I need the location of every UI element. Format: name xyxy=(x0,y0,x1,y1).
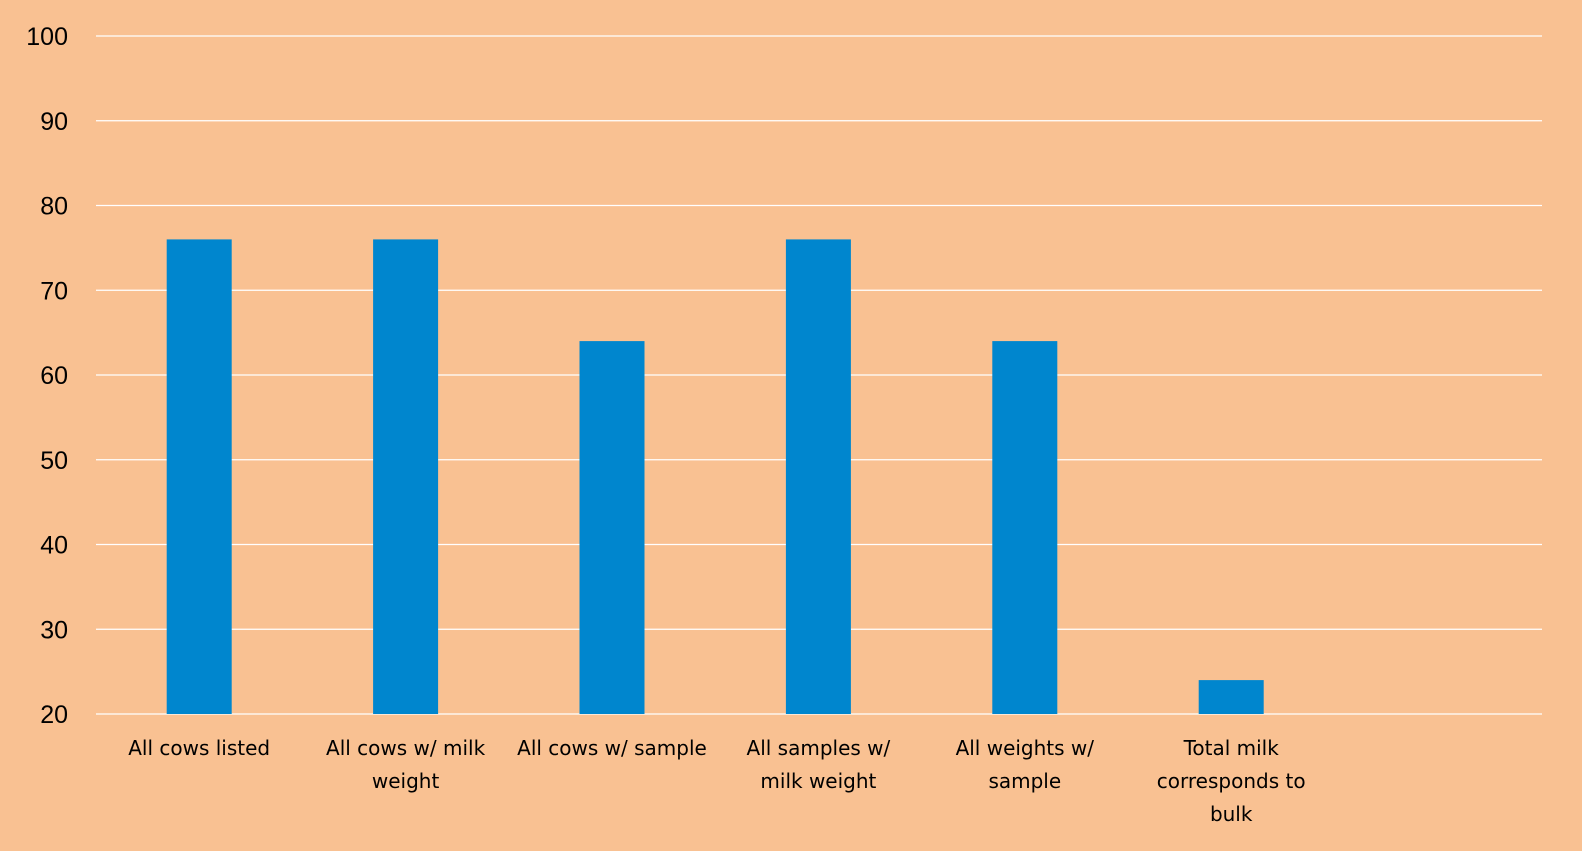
x-category-label-line: milk weight xyxy=(760,769,876,793)
y-axis-ticks: 20 30 40 50 60 70 80 90 100 xyxy=(26,23,68,729)
y-tick-label: 60 xyxy=(40,362,68,390)
x-category-label: All cows w/ milk weight xyxy=(326,736,486,793)
bar-4 xyxy=(785,239,851,714)
bar-1 xyxy=(166,239,232,714)
y-tick-label: 100 xyxy=(26,23,68,51)
x-category-label-line: sample xyxy=(988,769,1061,793)
y-tick-label: 30 xyxy=(40,616,68,644)
y-tick-label: 50 xyxy=(40,447,68,475)
x-category-label-line: bulk xyxy=(1210,802,1253,826)
x-category-label: All cows listed xyxy=(128,736,270,760)
x-category-label: All samples w/milk weight xyxy=(747,736,891,793)
x-axis-labels: All cows listed All cows w/ milk weightAll… xyxy=(128,736,1305,826)
x-category-label-line: All samples w/ xyxy=(747,736,891,760)
x-category-label-line: All cows listed xyxy=(128,736,270,760)
y-tick-label: 80 xyxy=(40,193,68,221)
x-category-label: All cows w/ sample xyxy=(517,736,707,760)
y-tick-label: 70 xyxy=(40,277,68,305)
bar-2 xyxy=(373,239,439,714)
x-category-label-line: corresponds to xyxy=(1157,769,1306,793)
bar-5 xyxy=(992,341,1058,714)
x-category-label-line: All cows w/ sample xyxy=(517,736,707,760)
x-category-label-line: All cows w/ milk xyxy=(326,736,486,760)
x-category-label-line: Total milk xyxy=(1183,736,1280,760)
bar-6 xyxy=(1198,680,1264,714)
x-category-label-line: weight xyxy=(372,769,440,793)
bars xyxy=(166,239,1264,714)
x-category-label: All weights w/sample xyxy=(956,736,1095,793)
y-tick-label: 90 xyxy=(40,108,68,136)
x-category-label: Total milk corresponds to bulk xyxy=(1157,736,1306,826)
y-tick-label: 40 xyxy=(40,532,68,560)
x-category-label-line: All weights w/ xyxy=(956,736,1095,760)
y-tick-label: 20 xyxy=(40,701,68,729)
bar-3 xyxy=(579,341,645,714)
